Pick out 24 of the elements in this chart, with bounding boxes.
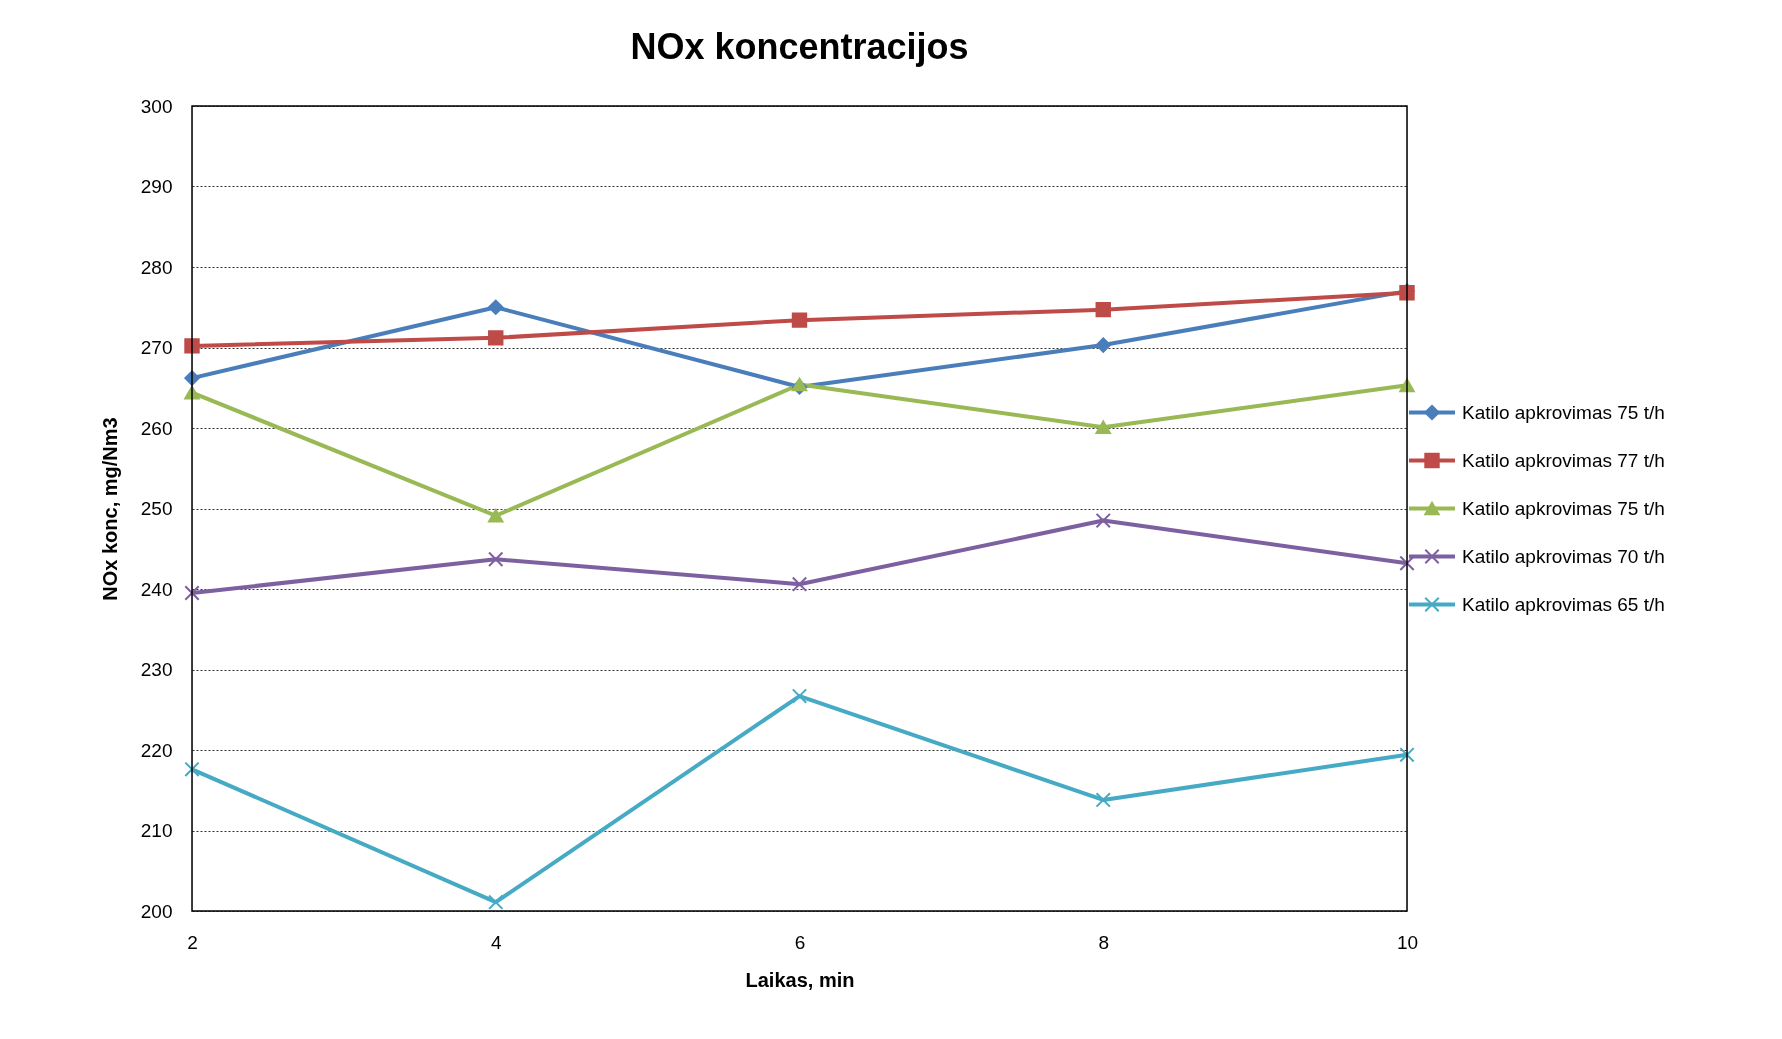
x-tick-label: 2: [187, 931, 198, 953]
legend-label: Katilo apkrovimas 75 t/h: [1462, 497, 1665, 519]
x-tick-label: 4: [490, 931, 502, 953]
legend-label: Katilo apkrovimas 70 t/h: [1462, 545, 1665, 567]
y-tick-label: 210: [140, 820, 173, 841]
legend-label: Katilo apkrovimas 77 t/h: [1462, 449, 1665, 471]
x-tick-label: 8: [1098, 931, 1110, 953]
y-tick-label: 240: [140, 578, 173, 600]
y-tick-label: 270: [140, 337, 173, 358]
y-tick-label: 230: [140, 659, 173, 680]
x-axis-title: Laikas, min: [745, 968, 855, 991]
y-tick-label: 200: [140, 900, 173, 922]
y-tick-label: 300: [140, 95, 173, 117]
x-tick-label: 6: [794, 931, 806, 953]
legend-label: Katilo apkrovimas 75 t/h: [1462, 401, 1665, 423]
y-tick-label: 260: [140, 417, 173, 439]
y-tick-label: 290: [140, 176, 173, 197]
y-tick-label: 280: [140, 256, 173, 278]
y-tick-label: 220: [140, 739, 173, 761]
chart-title: NOx koncentracijos: [630, 26, 969, 67]
y-tick-label: 250: [140, 498, 173, 519]
legend-label: Katilo apkrovimas 65 t/h: [1462, 593, 1665, 615]
y-axis-title: NOx konc, mg/Nm3: [98, 417, 121, 601]
x-tick-label: 10: [1396, 931, 1419, 953]
